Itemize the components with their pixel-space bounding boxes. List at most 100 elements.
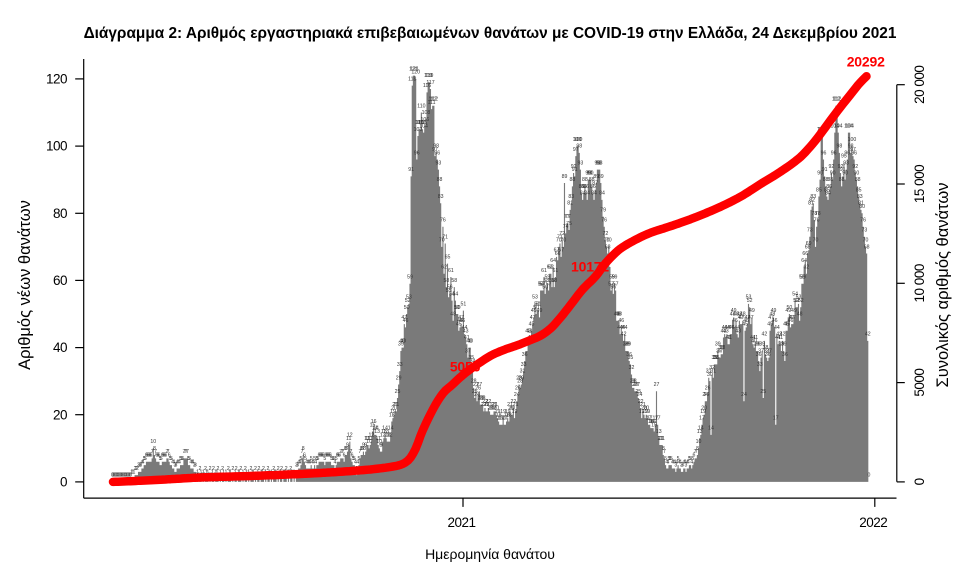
svg-text:2: 2 [209,466,212,472]
svg-text:76: 76 [601,218,607,224]
svg-text:77: 77 [565,214,571,220]
svg-text:39: 39 [755,342,761,348]
svg-text:5: 5 [159,456,162,462]
svg-text:6: 6 [322,453,325,459]
svg-text:7: 7 [151,449,154,455]
svg-text:4: 4 [683,459,686,465]
svg-text:35: 35 [713,355,719,361]
svg-text:49: 49 [771,308,777,314]
svg-text:20: 20 [493,406,499,412]
svg-text:8: 8 [360,446,363,452]
svg-text:88: 88 [570,177,576,183]
svg-text:41: 41 [775,335,781,341]
svg-text:38: 38 [763,345,769,351]
svg-text:12: 12 [369,432,375,438]
svg-text:73: 73 [862,228,868,234]
svg-text:4: 4 [309,459,312,465]
svg-text:0: 0 [113,473,116,479]
svg-text:43: 43 [721,328,727,334]
svg-text:88: 88 [855,177,861,183]
svg-text:44: 44 [724,325,730,331]
svg-text:Ημερομηνία θανάτου: Ημερομηνία θανάτου [425,546,555,562]
svg-text:4: 4 [171,459,174,465]
svg-text:44: 44 [727,325,733,331]
svg-text:6: 6 [327,453,330,459]
svg-text:71: 71 [442,234,448,240]
svg-text:47: 47 [768,315,774,321]
svg-text:86: 86 [581,184,587,190]
svg-text:4: 4 [307,459,310,465]
svg-text:47: 47 [748,315,754,321]
svg-text:9: 9 [379,443,382,449]
svg-text:17: 17 [699,416,705,422]
svg-text:5: 5 [335,456,338,462]
svg-text:91: 91 [572,167,578,173]
svg-text:2: 2 [280,466,283,472]
svg-text:6: 6 [156,453,159,459]
svg-text:93: 93 [597,160,603,166]
svg-text:60: 60 [53,273,67,288]
svg-text:2: 2 [267,466,270,472]
svg-text:5: 5 [317,456,320,462]
svg-text:4: 4 [312,459,315,465]
svg-text:89: 89 [562,174,568,180]
svg-text:31: 31 [706,369,712,375]
svg-text:5: 5 [664,456,667,462]
svg-text:75: 75 [566,221,572,227]
svg-text:0: 0 [125,473,128,479]
svg-text:1: 1 [229,469,232,475]
svg-text:61: 61 [448,268,454,274]
svg-text:36: 36 [626,352,632,358]
svg-text:5: 5 [688,456,691,462]
svg-text:14: 14 [382,426,388,432]
svg-text:78: 78 [812,211,818,217]
svg-text:50: 50 [454,305,460,311]
svg-text:2: 2 [231,466,234,472]
svg-text:67: 67 [558,248,564,254]
svg-text:35: 35 [714,355,720,361]
svg-text:38: 38 [718,345,724,351]
svg-text:2: 2 [239,466,242,472]
svg-text:3: 3 [295,463,298,469]
svg-text:70: 70 [606,238,612,244]
svg-text:58: 58 [451,278,457,284]
svg-text:73: 73 [807,228,813,234]
svg-text:8: 8 [363,446,366,452]
svg-text:8: 8 [302,446,305,452]
svg-text:19: 19 [495,409,501,415]
svg-text:11: 11 [364,436,369,442]
svg-text:6: 6 [146,453,149,459]
svg-text:20: 20 [488,406,494,412]
svg-text:49: 49 [785,308,791,314]
svg-text:23: 23 [479,396,485,402]
svg-text:8: 8 [345,446,348,452]
svg-text:25: 25 [472,389,478,395]
svg-text:2: 2 [221,466,224,472]
svg-text:7: 7 [167,449,170,455]
svg-text:5: 5 [691,456,694,462]
svg-text:7: 7 [184,449,187,455]
svg-text:5: 5 [331,456,334,462]
svg-text:3: 3 [680,463,683,469]
svg-text:100: 100 [574,137,583,143]
svg-text:12: 12 [384,432,390,438]
svg-text:0: 0 [114,473,117,479]
svg-text:86: 86 [583,184,589,190]
svg-text:15: 15 [370,422,376,428]
svg-text:10 000: 10 000 [912,264,927,302]
svg-text:46: 46 [459,318,465,324]
svg-text:81: 81 [808,201,814,207]
svg-text:40: 40 [751,338,757,344]
svg-text:37: 37 [717,349,723,355]
svg-text:2022: 2022 [859,515,887,530]
svg-text:21: 21 [487,402,493,408]
svg-text:59: 59 [612,275,618,281]
svg-text:72: 72 [559,231,565,237]
svg-text:48: 48 [797,312,803,318]
svg-text:79: 79 [600,207,606,213]
svg-text:88: 88 [437,177,443,183]
svg-text:43: 43 [463,328,469,334]
svg-text:95: 95 [841,154,847,160]
svg-text:29: 29 [518,375,524,381]
svg-text:0: 0 [119,473,122,479]
